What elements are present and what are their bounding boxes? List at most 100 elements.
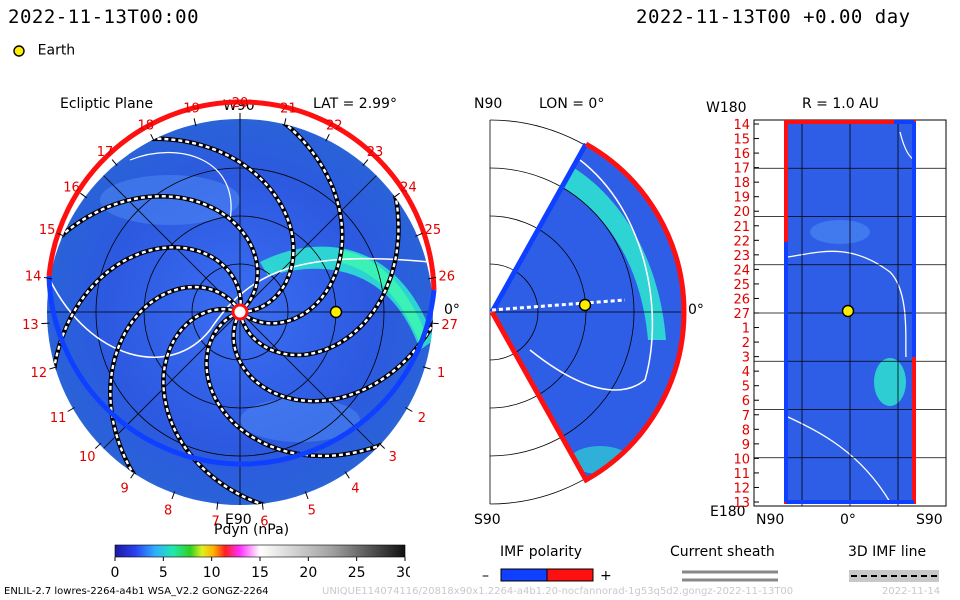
ecliptic-tick-label: 20 (232, 96, 249, 111)
ecliptic-tick-mark (216, 501, 219, 510)
ecliptic-tick-label: 4 (351, 481, 359, 496)
radial-tick-label: 24 (733, 263, 750, 278)
radial-tick-label: 27 (733, 307, 750, 322)
ecliptic-tick-mark (193, 118, 197, 127)
radial-tick-label: 3 (742, 351, 750, 366)
earth-legend-marker (13, 44, 25, 57)
radial-tick-label: 13 (733, 496, 750, 511)
earth-legend-label: Earth (37, 42, 76, 59)
ecliptic-tick-label: 18 (137, 118, 154, 133)
ecliptic-tick-mark (130, 471, 136, 479)
ecliptic-imf-line (239, 168, 401, 358)
radial-tick-label: 1 (742, 322, 750, 337)
colorbar-label: Pdyn (nPa) (214, 522, 290, 538)
ecliptic-tick-mark (94, 442, 102, 449)
ecliptic-tick-label: 17 (97, 145, 114, 160)
ecliptic-tick-label: 8 (164, 503, 172, 518)
imf-polarity-swatch (500, 568, 594, 582)
ecliptic-tick-mark (150, 133, 155, 142)
ecliptic-earth-marker (329, 305, 343, 319)
ecliptic-imf-line (245, 119, 345, 326)
radial-zero-label: 0° (840, 512, 856, 528)
sun-marker (231, 303, 249, 321)
imf-polarity-minus: – (482, 568, 489, 584)
ecliptic-current-sheath (49, 257, 431, 358)
radial-tick-label: 18 (733, 176, 750, 191)
radial-tick-label: 22 (733, 234, 750, 249)
radial-earth-marker (841, 304, 855, 318)
ecliptic-tick-mark (392, 192, 400, 199)
ecliptic-tick-label: 24 (400, 181, 417, 196)
ecliptic-tick-mark (283, 118, 287, 127)
meridional-zero-label: 0° (688, 302, 704, 318)
radial-tick-label: 11 (733, 467, 750, 482)
ecliptic-e90-label: E90 (225, 512, 252, 528)
meridional-earth-marker (578, 298, 592, 312)
radial-tick-label: 2 (742, 336, 750, 351)
ecliptic-tick-mark (43, 276, 52, 280)
ecliptic-tick-mark (80, 192, 88, 199)
ecliptic-tick-label: 6 (260, 515, 268, 530)
footer-date: 2022-11-14 (882, 586, 941, 597)
ecliptic-imf-line (47, 193, 260, 308)
imf-line-label: 3D IMF line (848, 544, 927, 560)
radial-current-sheath (787, 250, 907, 358)
meridional-plot (489, 119, 687, 505)
ecliptic-tick-mark (415, 232, 423, 237)
radial-light-patch (810, 220, 870, 244)
footer-run-id: UNIQUE114074116/20818x90x1.2264-a4b1.20-… (322, 586, 794, 597)
ecliptic-tick-mark (378, 442, 386, 449)
radial-tick-label: 6 (742, 394, 750, 409)
ecliptic-tick-mark (362, 159, 369, 167)
radial-tick-label: 10 (733, 452, 750, 467)
meridional-current-sheath (529, 159, 654, 391)
colorbar-tick-label: 5 (159, 565, 168, 581)
polarity-negative-swatch (500, 568, 548, 582)
colorbar-tick-label: 0 (111, 565, 120, 581)
radial-tick-label: 14 (733, 118, 750, 133)
radial-e180-label: E180 (710, 504, 746, 520)
ecliptic-title: Ecliptic Plane (60, 96, 154, 112)
imf-line-swatch (849, 570, 939, 582)
ecliptic-imf-line (204, 313, 408, 459)
earth-legend: Earth (12, 40, 76, 59)
radial-tick-label: 9 (742, 438, 750, 453)
polarity-positive-swatch (546, 568, 594, 582)
ecliptic-lat-label: LAT = 2.99° (313, 96, 397, 112)
radial-title: R = 1.0 AU (802, 96, 879, 112)
ecliptic-tick-label: 16 (63, 181, 80, 196)
ecliptic-tick-label: 1 (437, 366, 445, 381)
radial-tick-label: 16 (733, 147, 750, 162)
radial-high-density (874, 358, 906, 406)
ecliptic-tick-label: 19 (183, 102, 200, 117)
radial-tick-label: 4 (742, 365, 750, 380)
ecliptic-tick-mark (67, 407, 75, 412)
colorbar-tick-label: 15 (251, 565, 269, 581)
radial-tick-label: 8 (742, 423, 750, 438)
radial-tick-label: 7 (742, 409, 750, 424)
radial-tick-label: 23 (733, 249, 750, 264)
meridional-n90-label: N90 (474, 96, 503, 112)
radial-s90-label: S90 (916, 512, 943, 528)
radial-tick-label: 20 (733, 205, 750, 220)
ecliptic-tick-label: 22 (326, 118, 343, 133)
ecliptic-tick-mark (111, 159, 118, 167)
colorbar-tick-label: 30 (396, 565, 410, 581)
ecliptic-tick-label: 27 (441, 318, 458, 333)
ecliptic-tick-label: 12 (31, 366, 48, 381)
ecliptic-tick-mark (325, 133, 330, 142)
ecliptic-tick-mark (57, 232, 65, 237)
ecliptic-border-positive (46, 99, 437, 291)
ecliptic-imf-line (124, 136, 296, 314)
ecliptic-imf-line (49, 245, 243, 396)
ecliptic-tick-label: 15 (39, 223, 56, 238)
meridional-imf-line (491, 298, 626, 312)
radial-tick-label: 15 (733, 133, 750, 148)
radial-tick-label: 17 (733, 162, 750, 177)
imf-polarity-plus: + (600, 568, 612, 584)
ecliptic-tick-label: 14 (25, 270, 42, 285)
ecliptic-tick-label: 2 (418, 411, 426, 426)
meridional-lon-label: LON = 0° (539, 96, 605, 112)
colorbar-tick-label: 25 (348, 565, 366, 581)
radial-tick-label: 21 (733, 220, 750, 235)
